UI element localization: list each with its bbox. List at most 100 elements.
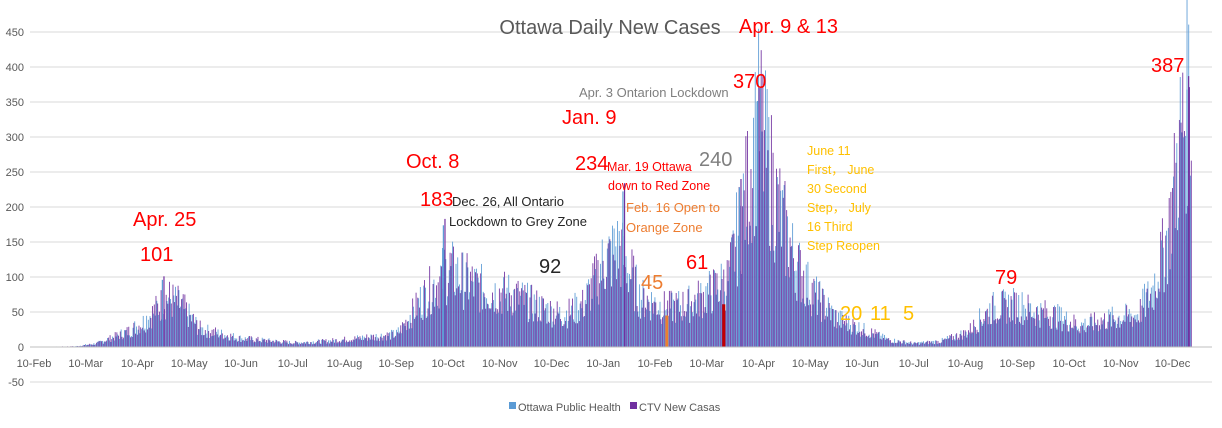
bar-ottawa-public-health bbox=[503, 277, 505, 347]
bar-ottawa-public-health bbox=[977, 332, 979, 347]
bar-ottawa-public-health bbox=[1001, 291, 1003, 347]
bar-ottawa-public-health bbox=[389, 332, 391, 347]
bar-ctv-new-casas bbox=[165, 294, 167, 347]
marker-bar bbox=[665, 315, 669, 347]
bar-ctv-new-casas bbox=[274, 341, 276, 347]
bar-ottawa-public-health bbox=[783, 185, 785, 347]
x-tick-label: 10-Jun bbox=[224, 358, 258, 370]
annotation-label: Apr. 25 bbox=[133, 209, 196, 231]
bar-ottawa-public-health bbox=[785, 275, 787, 347]
bar-ctv-new-casas bbox=[456, 288, 458, 347]
bar-ottawa-public-health bbox=[589, 310, 591, 347]
bar-ctv-new-casas bbox=[481, 309, 483, 347]
bar-ctv-new-casas bbox=[696, 313, 697, 347]
bar-ctv-new-casas bbox=[857, 333, 859, 347]
bar-ottawa-public-health bbox=[357, 335, 358, 347]
bar-ottawa-public-health bbox=[120, 329, 122, 347]
bar-ctv-new-casas bbox=[349, 340, 351, 347]
peak-bar bbox=[740, 179, 742, 347]
bar-ctv-new-casas bbox=[1085, 332, 1087, 347]
bar-ctv-new-casas bbox=[966, 337, 968, 347]
bar-ctv-new-casas bbox=[1127, 314, 1129, 347]
bar-ctv-new-casas bbox=[767, 150, 769, 347]
bar-ctv-new-casas bbox=[565, 320, 567, 347]
bar-ottawa-public-health bbox=[227, 337, 229, 347]
bar-ottawa-public-health bbox=[1115, 320, 1117, 347]
bar-ctv-new-casas bbox=[354, 336, 356, 347]
bar-ottawa-public-health bbox=[1183, 137, 1185, 347]
bar-ottawa-public-health bbox=[1144, 283, 1145, 347]
x-tick-label: 10-Feb bbox=[638, 358, 673, 370]
bar-ottawa-public-health bbox=[1035, 325, 1037, 347]
bar-ctv-new-casas bbox=[621, 229, 623, 347]
bar-ctv-new-casas bbox=[320, 344, 322, 347]
bar-ottawa-public-health bbox=[215, 331, 217, 347]
bar-ctv-new-casas bbox=[713, 269, 714, 347]
bar-ctv-new-casas bbox=[82, 345, 84, 347]
bar-ottawa-public-health bbox=[1116, 323, 1118, 347]
bar-ctv-new-casas bbox=[560, 318, 561, 347]
bar-ottawa-public-health bbox=[1130, 313, 1132, 347]
bar-ctv-new-casas bbox=[402, 322, 403, 347]
bar-ctv-new-casas bbox=[1168, 198, 1170, 347]
bar-ottawa-public-health bbox=[265, 341, 267, 347]
bar-ctv-new-casas bbox=[310, 342, 312, 347]
bar-ctv-new-casas bbox=[191, 321, 193, 347]
bar-ctv-new-casas bbox=[1129, 321, 1131, 347]
bar-ottawa-public-health bbox=[103, 341, 105, 347]
bar-ctv-new-casas bbox=[485, 308, 487, 347]
bar-ottawa-public-health bbox=[656, 314, 658, 347]
bar-ctv-new-casas bbox=[589, 284, 590, 347]
bar-ottawa-public-health bbox=[431, 302, 433, 347]
bar-ctv-new-casas bbox=[747, 131, 748, 347]
bar-ottawa-public-health bbox=[897, 339, 899, 347]
bar-ottawa-public-health bbox=[207, 324, 209, 347]
bar-ctv-new-casas bbox=[922, 342, 924, 347]
bar-ctv-new-casas bbox=[592, 263, 594, 347]
bar-ottawa-public-health bbox=[1016, 317, 1018, 347]
bar-ctv-new-casas bbox=[952, 336, 954, 347]
bar-ottawa-public-health bbox=[963, 335, 965, 347]
bar-ottawa-public-health bbox=[748, 244, 749, 347]
bar-ottawa-public-health bbox=[882, 333, 884, 347]
bar-ottawa-public-health bbox=[962, 339, 964, 347]
bar-ctv-new-casas bbox=[770, 115, 772, 347]
bar-ctv-new-casas bbox=[1093, 312, 1095, 347]
bar-ctv-new-casas bbox=[796, 300, 798, 347]
bar-ottawa-public-health bbox=[1127, 316, 1128, 347]
legend-label-ctv-new-casas: CTV New Casas bbox=[639, 402, 721, 414]
bar-ottawa-public-health bbox=[499, 301, 501, 347]
bar-ottawa-public-health bbox=[385, 340, 387, 347]
bar-ottawa-public-health bbox=[433, 279, 435, 347]
bar-ottawa-public-health bbox=[848, 315, 850, 347]
bar-ctv-new-casas bbox=[973, 319, 975, 347]
bar-ctv-new-casas bbox=[85, 345, 87, 347]
bar-ctv-new-casas bbox=[787, 266, 789, 347]
bar-ctv-new-casas bbox=[913, 342, 915, 347]
bar-ctv-new-casas bbox=[289, 343, 291, 347]
legend-label-ottawa-public-health: Ottawa Public Health bbox=[518, 402, 621, 414]
bar-ctv-new-casas bbox=[393, 337, 395, 347]
bar-ottawa-public-health bbox=[530, 285, 532, 347]
bar-ctv-new-casas bbox=[832, 308, 833, 347]
bar-ottawa-public-health bbox=[107, 337, 108, 347]
bar-ottawa-public-health bbox=[994, 305, 996, 347]
bar-ctv-new-casas bbox=[617, 268, 619, 347]
bar-ottawa-public-health bbox=[482, 291, 484, 347]
bar-ottawa-public-health bbox=[197, 334, 199, 347]
bar-ctv-new-casas bbox=[784, 181, 786, 347]
bar-ctv-new-casas bbox=[1090, 313, 1092, 347]
bar-ottawa-public-health bbox=[263, 338, 265, 347]
bar-ctv-new-casas bbox=[674, 300, 675, 347]
bar-ctv-new-casas bbox=[789, 237, 791, 347]
annotation-label: 16 Third bbox=[807, 220, 853, 234]
bar-ottawa-public-health bbox=[277, 341, 278, 347]
bar-ctv-new-casas bbox=[449, 252, 451, 347]
bar-ctv-new-casas bbox=[1150, 293, 1151, 347]
bar-ottawa-public-health bbox=[202, 327, 204, 347]
bar-ctv-new-casas bbox=[170, 303, 172, 347]
bar-ottawa-public-health bbox=[768, 117, 770, 347]
bar-ctv-new-casas bbox=[232, 335, 233, 347]
bar-ottawa-public-health bbox=[154, 315, 156, 347]
peak-bar bbox=[623, 183, 626, 347]
